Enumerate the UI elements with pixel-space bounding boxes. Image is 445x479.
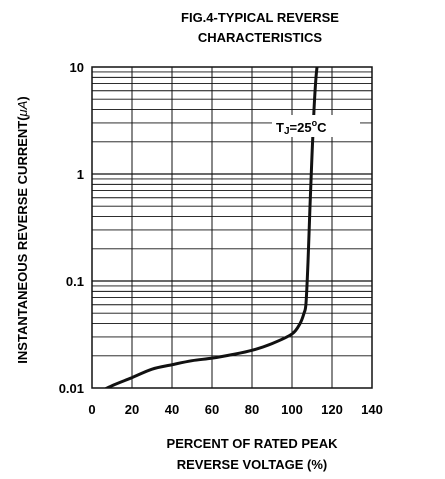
annotation-value: =25 (290, 120, 312, 135)
title-line-1: FIG.4-TYPICAL REVERSE (181, 10, 339, 25)
x-tick-label: 100 (281, 402, 303, 417)
annotation-t: T (276, 120, 284, 135)
x-tick-label: 0 (88, 402, 95, 417)
plot-frame (91, 66, 373, 389)
annotation-degree: o (312, 118, 318, 128)
y-tick-label: 0.1 (66, 274, 84, 289)
x-axis-label-line-2: REVERSE VOLTAGE (%) (177, 457, 327, 472)
tick-labels: 0 20 40 60 80 100 120 140 0.01 0.1 1 10 (59, 60, 383, 417)
annotation-unit: C (317, 120, 327, 135)
x-tick-label: 40 (165, 402, 179, 417)
x-tick-label: 140 (361, 402, 383, 417)
y-axis-label-close: ) (15, 96, 30, 100)
x-tick-label: 60 (205, 402, 219, 417)
chart-title: FIG.4-TYPICAL REVERSE CHARACTERISTICS (181, 10, 339, 45)
y-axis-label-main: INSTANTANEOUS REVERSE CURRENT( (15, 116, 30, 364)
y-tick-label: 0.01 (59, 381, 84, 396)
y-tick-label: 1 (77, 167, 84, 182)
x-tick-label: 80 (245, 402, 259, 417)
annotation-background (272, 115, 360, 137)
x-tick-label: 120 (321, 402, 343, 417)
annotation-text: TJ=25oC (276, 118, 327, 137)
y-tick-label: 10 (70, 60, 84, 75)
y-axis-label: INSTANTANEOUS REVERSE CURRENT(μA) (15, 96, 30, 363)
series-line (103, 67, 319, 388)
x-tick-label: 20 (125, 402, 139, 417)
x-axis-label-line-1: PERCENT OF RATED PEAK (167, 436, 339, 451)
title-line-2: CHARACTERISTICS (198, 30, 323, 45)
annotation-sub: J (284, 126, 290, 137)
series-layer (103, 67, 319, 388)
temperature-annotation: TJ=25oC (272, 115, 360, 137)
x-axis-label: PERCENT OF RATED PEAK REVERSE VOLTAGE (%… (167, 436, 339, 472)
y-axis-label-unit: μA (15, 101, 30, 118)
